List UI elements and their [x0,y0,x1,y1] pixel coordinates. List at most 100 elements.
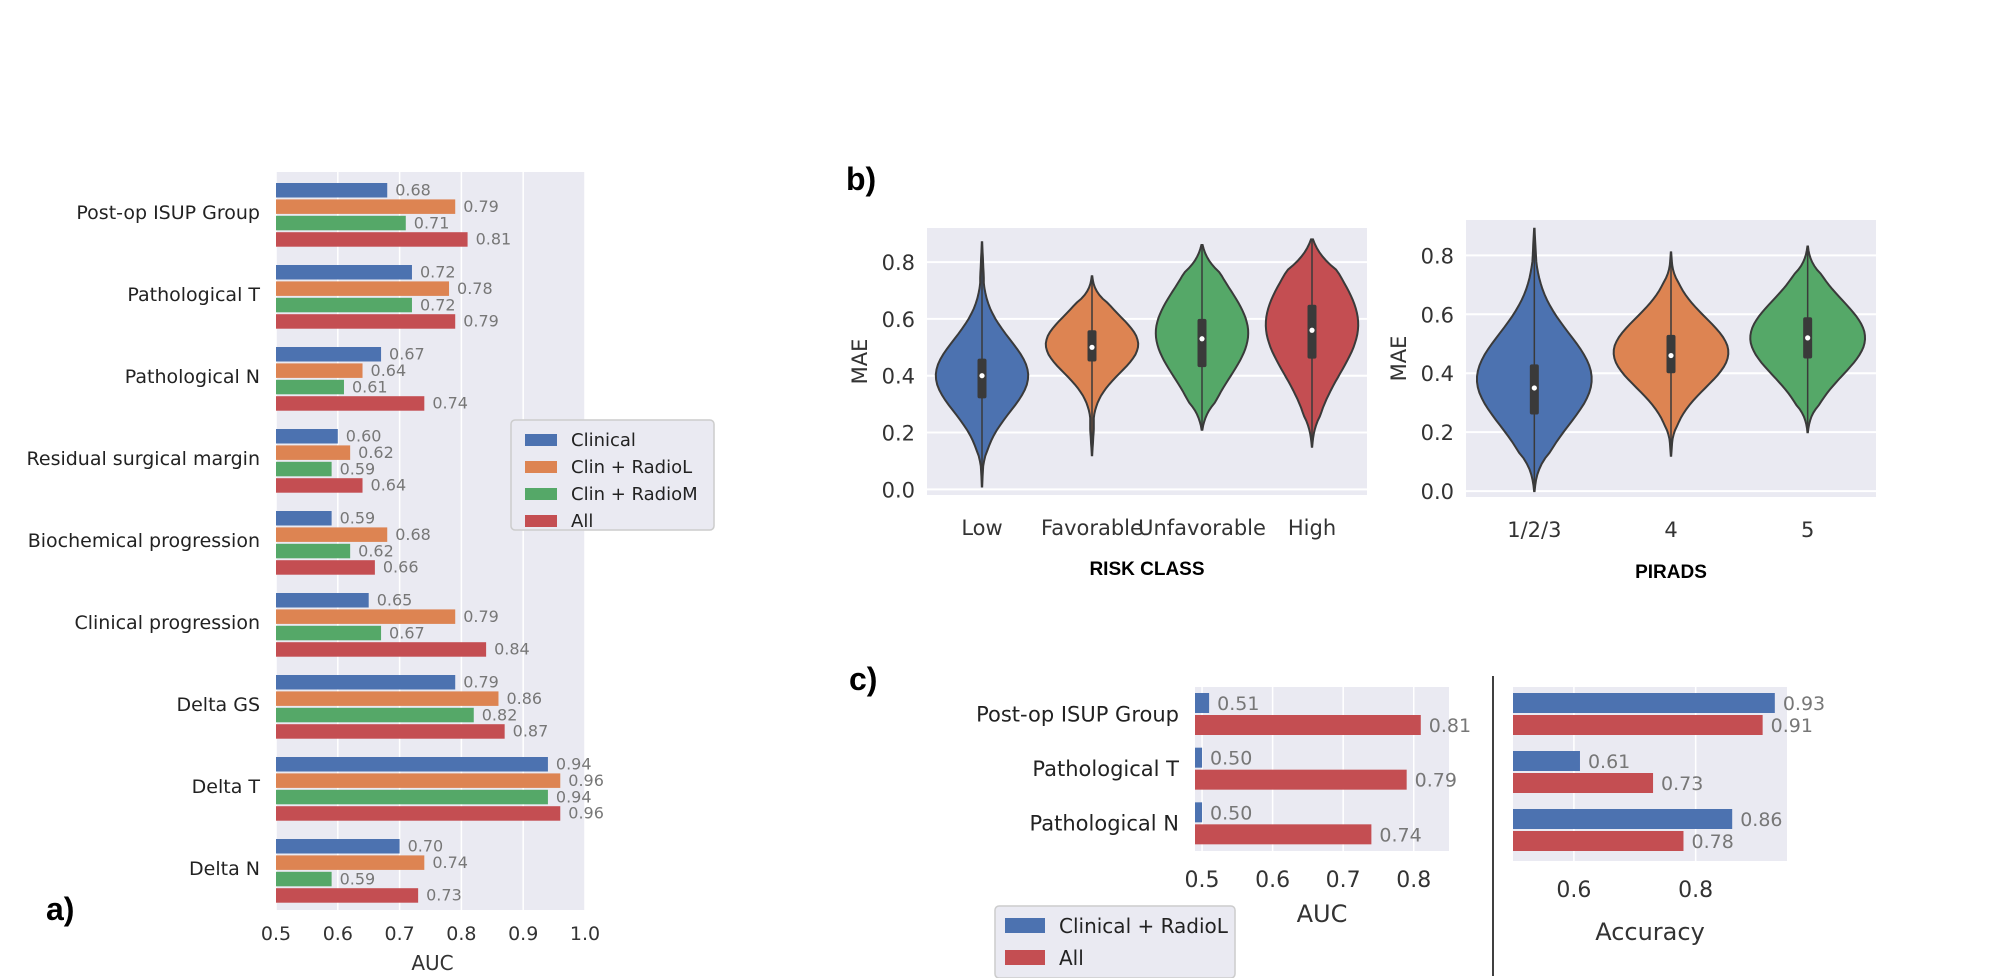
y-tick-label: 0.6 [882,308,915,332]
bar-all-pathological-t [1513,773,1654,793]
violin-iqr-box-low [977,358,987,399]
y-tick-label: 0.2 [1421,421,1454,445]
bar-clinical-radiol-pathological-t [1513,751,1580,771]
bar-all-post-op-isup-group [1195,715,1421,735]
panel-c-accuracy-bar-chart: 0.6 0.8 Accuracy 0.930.91 0.61 0.73 0.86 0.78 [1513,687,1825,946]
category-label-clinical-progression: Clinical progression [74,612,260,634]
y-tick-label: 0.4 [882,365,915,389]
x-axis-label: RISK CLASS [1089,559,1204,580]
data-label-clinical-pathological-n: 0.67 [389,345,425,364]
data-label-clin-radiom-clinical-progression: 0.67 [389,623,425,642]
legend-swatch-clinical [525,434,557,446]
bar-all-pathological-n [1195,824,1372,845]
data-label-all-pathological-n: 0.78 [1691,831,1733,853]
bar-all-delta-n [276,888,419,903]
bar-clin-radiol-delta-gs [276,691,499,706]
y-tick-label: 0.8 [882,251,915,275]
bar-clinical-radiol-post-op-isup-group [1195,693,1210,713]
legend-label-clinical-radiol: Clinical + RadioL [1059,914,1229,938]
x-tick-label: 0.6 [1255,868,1290,893]
bar-clinical-post-op-isup-group [276,183,388,198]
x-tick-label: 0.7 [1326,868,1361,893]
y-tick-label: 0.6 [1421,303,1454,327]
legend-label-clinical: Clinical [571,430,636,451]
category-label-biochemical-progression: Biochemical progression [28,530,260,552]
data-label-clinical-radiol-pathological-t: 0.50 [1210,748,1252,770]
violin-iqr-box-unfavorable [1197,318,1207,368]
panel-b-pirads-violin-plot: 0.0 0.2 0.4 0.6 0.8 MAE 1/2/3 4 5 PIRADS [1387,220,1876,583]
bar-all-post-op-isup-group [276,232,468,247]
bar-clinical-residual-surgical-margin [276,429,338,444]
x-tick-label: 0.5 [1185,868,1220,893]
x-tick-label: 0.8 [1396,868,1431,893]
bar-all-pathological-n [1513,831,1684,851]
bar-clin-radiol-residual-surgical-margin [276,445,351,460]
category-label-pathological-t: Pathological T [1032,757,1179,781]
bar-clinical-radiol-post-op-isup-group [1513,693,1775,713]
data-label-all-post-op-isup-group: 0.81 [476,230,512,249]
data-label-clin-radiol-pathological-t: 0.78 [457,279,493,298]
violin-median-favorable [1089,344,1095,350]
bar-clin-radiom-pathological-n [276,379,344,395]
x-axis-label: PIRADS [1635,562,1707,583]
bar-clin-radiol-biochemical-progression [276,527,388,542]
bar-clinical-delta-n [276,839,400,854]
plot-area-c1 [1195,687,1449,851]
legend-swatch-all [1005,950,1045,965]
category-label-post-op-isup-group: Post-op ISUP Group [976,702,1179,726]
bar-clinical-biochemical-progression [276,511,332,526]
legend-box-a [510,419,715,531]
category-label-delta-gs: Delta GS [176,694,260,716]
legend-label-clin-radiom: Clin + RadioM [571,484,698,505]
data-label-clin-radiol-delta-t: 0.96 [568,771,604,790]
category-label-delta-n: Delta N [189,858,260,880]
data-label-clinical-clinical-progression: 0.65 [377,591,413,610]
data-label-all-clinical-progression: 0.84 [494,640,530,659]
category-label-pathological-n: Pathological N [125,366,260,388]
data-label-all-pathological-t: 0.79 [1415,770,1457,792]
panel-label-b: b) [846,161,876,197]
category-label-post-op-isup-group: Post-op ISUP Group [76,202,260,224]
x-tick-label-favorable: Favorable [1041,516,1143,540]
data-label-all-post-op-isup-group: 0.91 [1771,715,1813,737]
data-label-all-biochemical-progression: 0.66 [383,558,419,577]
x-tick-label: 0.6 [323,923,353,945]
bar-clin-radiom-delta-t [276,789,548,805]
data-label-clin-radiom-delta-n: 0.59 [340,869,376,888]
bar-all-post-op-isup-group [1513,715,1763,735]
data-label-clinical-radiol-post-op-isup-group: 0.51 [1217,693,1259,715]
legend-swatch-clin-radiol [525,461,557,473]
bar-clinical-pathological-n [276,347,382,362]
data-label-clin-radiom-pathological-t: 0.72 [420,295,456,314]
data-label-clin-radiom-biochemical-progression: 0.62 [358,541,394,560]
bar-clin-radiom-post-op-isup-group [276,215,406,231]
x-tick-label: 0.8 [1678,878,1713,903]
category-label-pathological-n: Pathological N [1030,812,1179,836]
data-label-clinical-radiol-pathological-n: 0.50 [1210,802,1252,824]
bar-clin-radiom-pathological-t [276,297,412,313]
data-label-all-pathological-n: 0.74 [432,394,468,413]
panel-label-c: c) [849,661,877,697]
bar-clinical-clinical-progression [276,593,369,608]
bar-clin-radiom-delta-n [276,871,332,887]
y-tick-label: 0.4 [1421,362,1454,386]
bar-clinical-pathological-t [276,265,412,280]
bar-clin-radiol-delta-n [276,855,425,870]
legend-box-c [994,905,1236,978]
violin-median-5 [1805,335,1811,341]
y-tick-label: 0.0 [882,478,915,502]
data-label-clinical-radiol-pathological-t: 0.61 [1588,751,1630,773]
panel-c-auc-bar-chart: 0.5 0.6 0.7 0.8 AUC Post-op ISUP Group 0.51 0.8… [976,687,1471,928]
panel-label-a: a) [46,891,74,927]
x-tick-label-unfavorable: Unfavorable [1138,516,1266,540]
x-tick-label-low: Low [961,516,1002,540]
bar-clin-radiom-biochemical-progression [276,543,351,559]
data-label-clin-radiol-residual-surgical-margin: 0.62 [358,443,394,462]
data-label-all-post-op-isup-group: 0.81 [1429,715,1471,737]
bar-all-pathological-n [276,396,425,411]
panel-c-legend: Clinical + RadioL All [994,905,1236,978]
panel-a-legend: Clinical Clin + RadioL Clin + RadioM All [510,419,715,532]
bar-all-biochemical-progression [276,560,375,575]
x-tick-label: 0.9 [508,923,538,945]
bar-clin-radiol-clinical-progression [276,609,456,624]
